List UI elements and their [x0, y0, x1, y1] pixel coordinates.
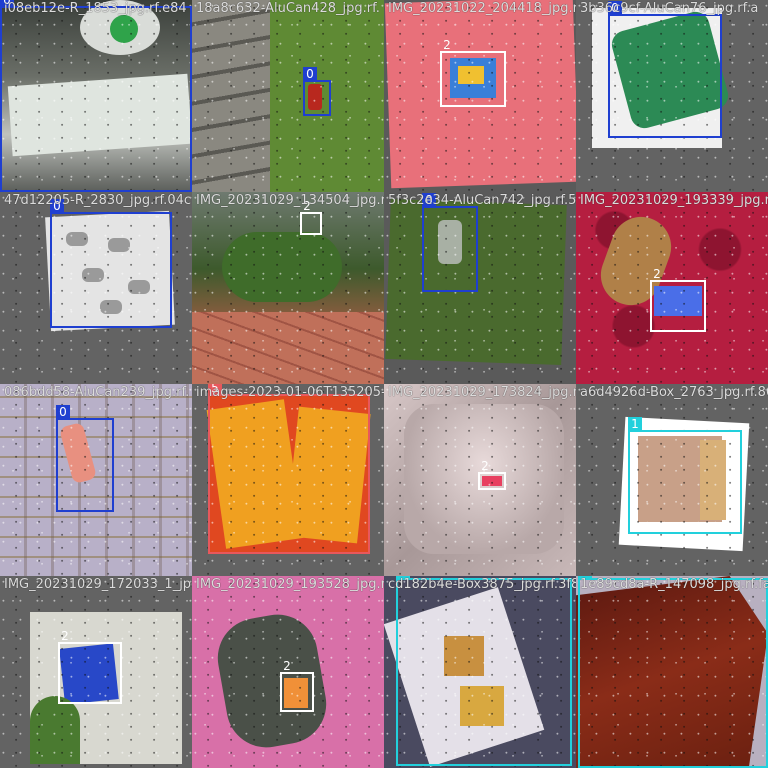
class-tag: 2 [61, 629, 69, 643]
class-tag: 2 [283, 659, 291, 673]
class-tag: 1 [578, 576, 592, 579]
tile-6: 2 IMG_20231029_134504_jpg.rf. [192, 192, 384, 384]
bbox-class-2: 2 [300, 199, 322, 235]
tile-5: 0 47d12205-R_2830_jpg.rf.04c [0, 192, 192, 384]
class-tag: 0 [422, 193, 436, 207]
tile-15: 1 cd182b4e-Box3875_jpg.rf.3f8 [384, 576, 576, 768]
class-tag: 1 [396, 576, 410, 579]
tile-1: 0 i08eb12e-R_1853_jpg.rf.e84 [0, 0, 192, 192]
tile-8: 2 IMG_20231029_193339_jpg.rf.a [576, 192, 768, 384]
class-tag: 0 [303, 67, 317, 81]
class-tag: 0 [0, 0, 14, 7]
class-tag: 5 [208, 384, 222, 395]
tile-11: 2 IMG_20231029_173824_jpg.rf. [384, 384, 576, 576]
bbox-class-2: 2 [280, 659, 314, 712]
class-tag: 2 [303, 199, 311, 213]
tile-4: 0 3b36c9cf-AluCan76_jpg.rf.a [576, 0, 768, 192]
bbox-class-2: 2 [440, 38, 506, 107]
tile-16: 1 1e89cd8a-R_147098_jpg.rf.fa3 [576, 576, 768, 768]
class-tag: 2 [653, 267, 661, 281]
bbox-class-0: 0 [50, 199, 172, 328]
bbox-class-0: 0 [608, 1, 722, 138]
class-tag: 2 [481, 459, 489, 473]
bbox-class-1: 1 [396, 576, 572, 766]
tile-13: 2 IMG_20231029_172033_1_jpg [0, 576, 192, 768]
tile-12: 1 a6d4926d-Box_2763_jpg.rf.869 [576, 384, 768, 576]
tile-9: 0 086bdd58-AluCan239_jpg.rf. [0, 384, 192, 576]
bbox-class-2: 2 [58, 629, 122, 704]
class-tag: 2 [443, 38, 451, 52]
tile-2: 0 18a8c632-AluCan428_jpg.rf. [192, 0, 384, 192]
tile-7: 0 5f3c2e34-AluCan742_jpg.rf.5 [384, 192, 576, 384]
class-tag: 1 [628, 417, 642, 431]
bbox-class-0: 0 [422, 193, 478, 292]
bbox-class-1: 1 [578, 576, 768, 768]
tile-10: 5 images-2023-01-06T135205-56 [192, 384, 384, 576]
bbox-class-5: 5 [208, 384, 370, 554]
bbox-class-2: 2 [478, 459, 506, 490]
bbox-class-0: 0 [0, 0, 192, 192]
bbox-class-0: 0 [56, 405, 114, 512]
class-tag: 0 [608, 1, 622, 15]
bbox-class-2: 2 [650, 267, 706, 332]
class-tag: 0 [56, 405, 70, 419]
tile-14: 2 IMG_20231029_193528_jpg.rf. [192, 576, 384, 768]
tile-3: 2 IMG_20231022_204418_jpg.rf. [384, 0, 576, 192]
bbox-class-1: 1 [628, 417, 742, 534]
class-tag: 0 [50, 199, 64, 213]
bbox-class-0: 0 [303, 67, 331, 116]
